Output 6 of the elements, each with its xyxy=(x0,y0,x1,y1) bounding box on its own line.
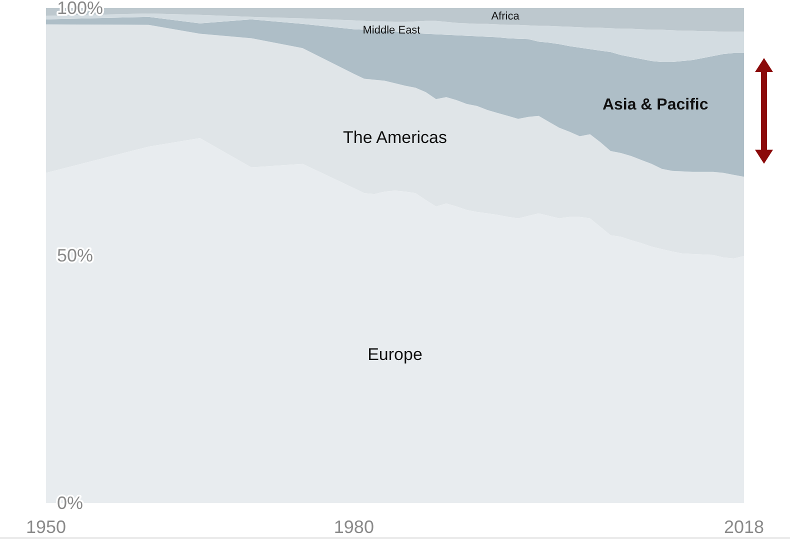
x-tick-label: 1980 xyxy=(334,517,374,537)
x-tick-label: 1950 xyxy=(26,517,66,537)
x-tick-label: 2018 xyxy=(724,517,764,537)
series-label: Middle East xyxy=(362,24,420,36)
series-label: Africa xyxy=(491,10,520,22)
series-label: Asia & Pacific xyxy=(602,96,708,114)
